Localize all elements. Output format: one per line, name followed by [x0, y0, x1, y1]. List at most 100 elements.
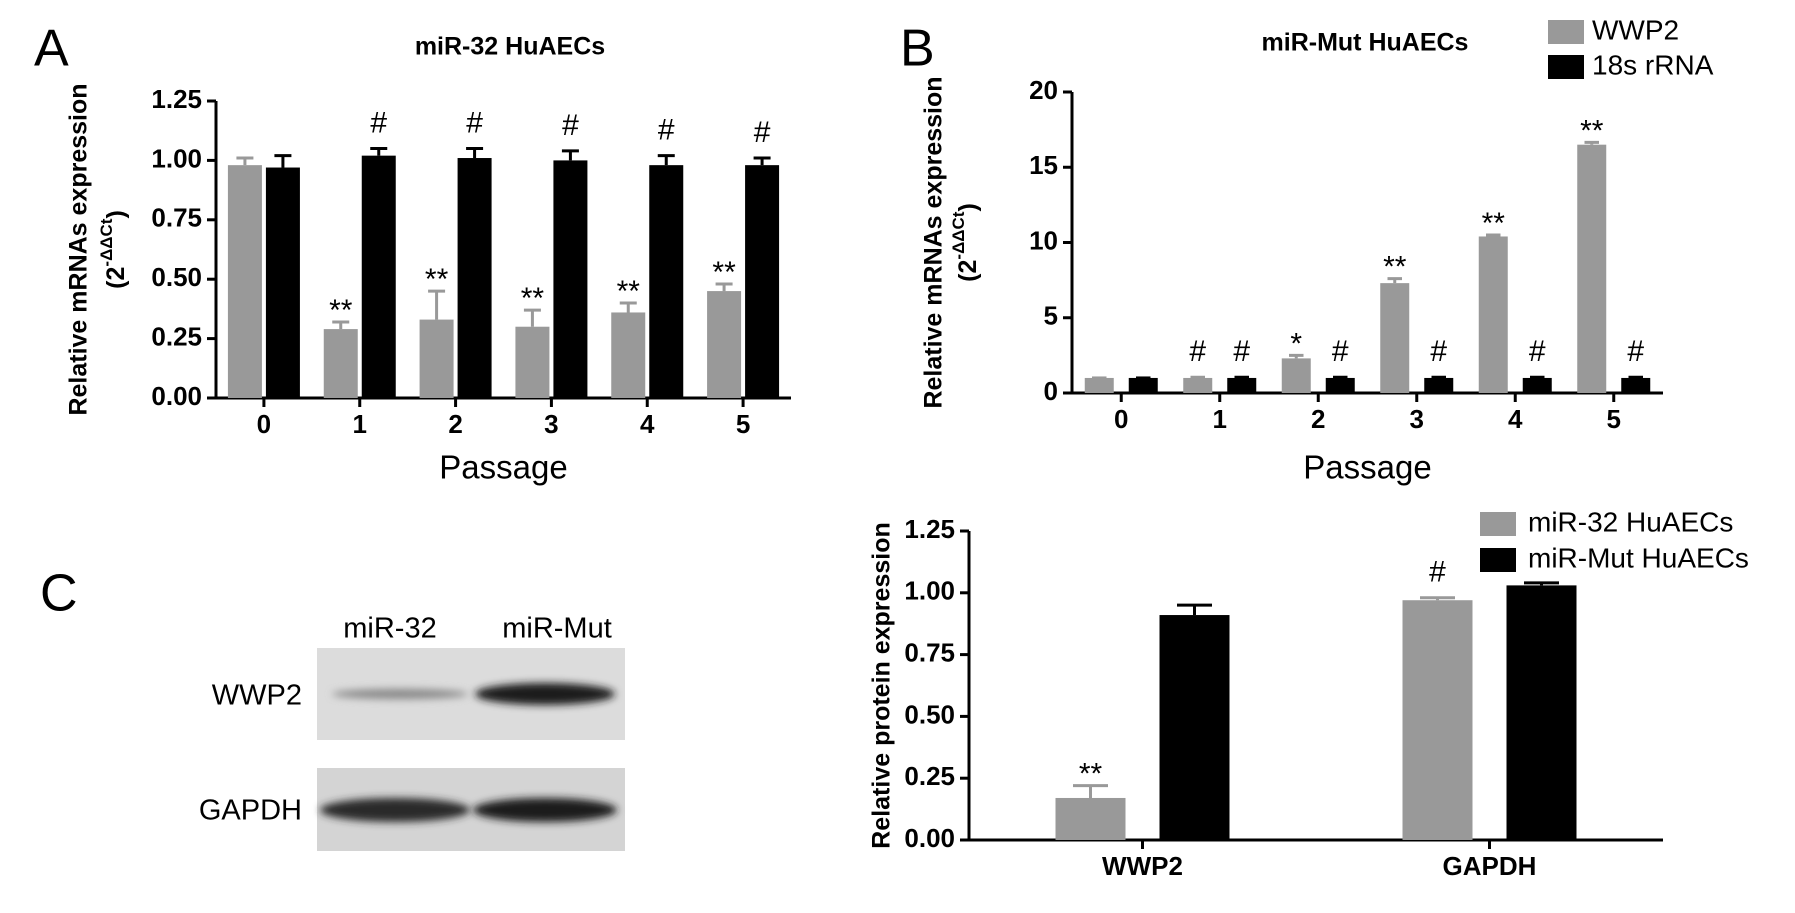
blot-band: [475, 683, 615, 705]
y-tick-label: 15: [1029, 150, 1058, 180]
legend-swatch: [1480, 548, 1516, 572]
bar: [1159, 615, 1230, 840]
x-tick-label: 1: [353, 409, 367, 439]
error-bar: [1190, 375, 1205, 379]
blot-row-label: GAPDH: [199, 795, 302, 827]
panel-label: A: [34, 20, 69, 78]
significance-label: #: [1332, 335, 1349, 368]
bar: [515, 326, 550, 398]
bar: [553, 160, 588, 398]
y-tick-label: 0: [1044, 376, 1058, 406]
bar: [361, 155, 396, 398]
bar: [1227, 377, 1257, 393]
y-tick-label: 10: [1029, 225, 1058, 255]
significance-label: **: [617, 275, 641, 308]
y-tick-label: 1.00: [904, 576, 955, 606]
error-bar: [1530, 375, 1545, 379]
x-tick-label: 5: [736, 409, 750, 439]
error-bar: [428, 289, 446, 320]
y-tick-label: 1.25: [151, 84, 202, 114]
error-bar: [1431, 375, 1446, 379]
bar: [1128, 377, 1158, 393]
y-tick-label: 0.50: [904, 699, 955, 729]
error-bar: [657, 154, 675, 166]
x-tick-label: 2: [1311, 404, 1325, 434]
blot-panel: C miR-32 miR-Mut WWP2 GAPDH: [40, 565, 625, 851]
y-axis-unit-part: (2: [954, 260, 982, 282]
y-axis-label: Relative mRNAs expression: [920, 76, 948, 408]
bar: [745, 165, 780, 398]
significance-label: #: [1627, 335, 1644, 368]
y-axis-unit-part: ): [102, 210, 130, 218]
y-axis-unit-part: (2: [102, 267, 130, 289]
bar: [1380, 283, 1410, 393]
significance-label: **: [712, 256, 736, 289]
y-tick-label: 0.25: [151, 321, 202, 351]
x-tick-label: 4: [1508, 404, 1523, 434]
y-tick-label: 0.75: [904, 637, 955, 667]
error-bar: [1333, 375, 1348, 379]
bar: [1281, 358, 1311, 393]
significance-label: **: [1079, 758, 1103, 791]
error-bar: [1524, 581, 1559, 586]
y-tick-label: 0.00: [151, 381, 202, 411]
significance-label: #: [370, 106, 387, 139]
significance-label: **: [329, 294, 353, 327]
bar: [1084, 377, 1114, 393]
blot-column-label: miR-Mut: [502, 613, 612, 645]
y-axis-unit-part: ): [954, 203, 982, 211]
bar: [1478, 236, 1508, 393]
bar: [227, 165, 262, 398]
x-tick-label: 3: [1410, 404, 1424, 434]
error-bar: [1073, 784, 1108, 798]
error-bar: [236, 156, 254, 166]
bar: [1055, 797, 1126, 840]
x-tick-label: 5: [1607, 404, 1621, 434]
legend-swatch: [1548, 20, 1584, 44]
blot-column-label: miR-32: [343, 613, 436, 645]
bar: [1183, 377, 1213, 393]
y-tick-label: 0.75: [151, 203, 202, 233]
blot-band: [332, 689, 468, 699]
significance-label: **: [521, 282, 545, 315]
y-tick-label: 0.25: [904, 761, 955, 791]
y-axis-label: Relative mRNAs expression: [65, 83, 93, 415]
bar: [419, 319, 454, 398]
significance-label: **: [1482, 207, 1506, 240]
y-tick-label: 5: [1044, 301, 1058, 331]
bar: [457, 158, 492, 398]
significance-label: **: [1383, 251, 1407, 284]
legend-swatch: [1548, 55, 1584, 79]
y-tick-label: 0.50: [151, 262, 202, 292]
error-bar: [1486, 233, 1501, 237]
bar: [707, 291, 742, 398]
blot-row-label: WWP2: [212, 680, 302, 712]
panel-label: C: [40, 565, 78, 623]
blot-band: [320, 798, 470, 822]
panel-label: B: [900, 20, 935, 78]
x-tick-label: WWP2: [1102, 851, 1183, 881]
y-axis-label: Relative protein expression: [868, 522, 896, 849]
x-tick-label: 4: [640, 409, 655, 439]
x-tick-label: 0: [1114, 404, 1128, 434]
error-bar: [370, 147, 388, 156]
significance-label: #: [466, 106, 483, 139]
error-bar: [715, 282, 733, 292]
bar: [1577, 144, 1607, 393]
bar: [611, 312, 646, 398]
bar: [649, 165, 684, 398]
significance-label: #: [1429, 556, 1446, 589]
legend-label: 18s rRNA: [1592, 49, 1714, 80]
bar: [1522, 377, 1552, 393]
error-bar: [332, 320, 350, 330]
error-bar: [1628, 375, 1643, 379]
y-axis-unit: (2-ΔΔCt): [97, 210, 130, 289]
bar: [1402, 600, 1473, 840]
error-bar: [1420, 596, 1455, 601]
significance-label: #: [1233, 335, 1250, 368]
bar: [1325, 377, 1355, 393]
bar: [1621, 377, 1651, 393]
significance-label: **: [425, 263, 449, 296]
